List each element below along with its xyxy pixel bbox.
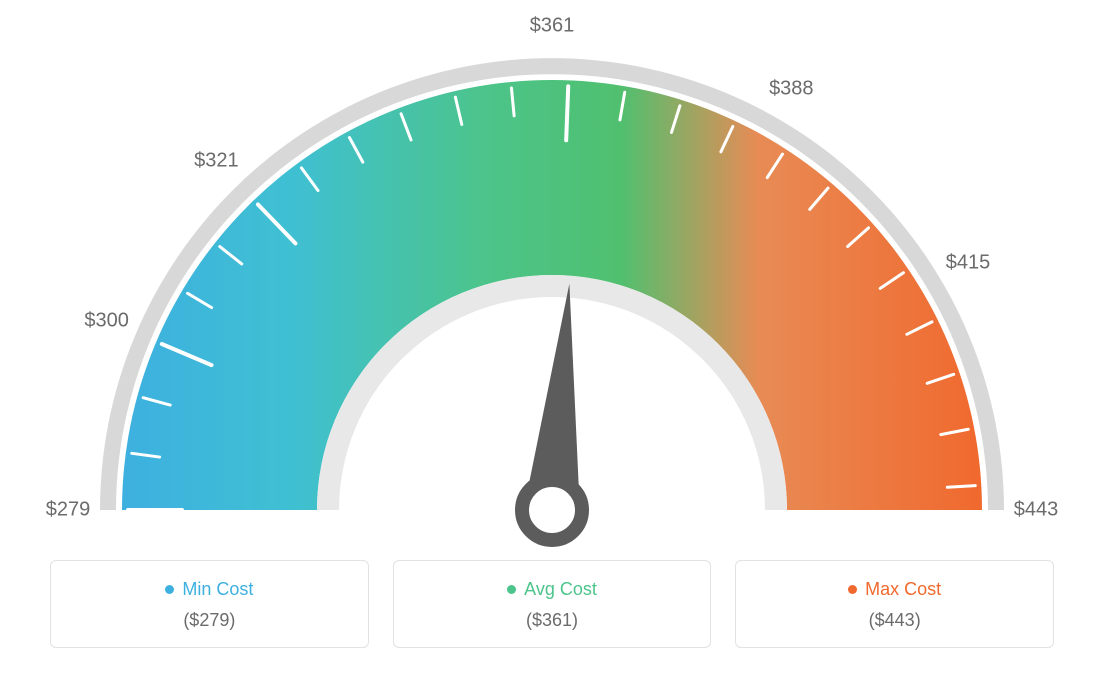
legend-value-max: ($443) bbox=[736, 610, 1053, 631]
legend-label-min: Min Cost bbox=[165, 579, 253, 600]
legend-label-text: Max Cost bbox=[865, 579, 941, 600]
legend-label-max: Max Cost bbox=[848, 579, 941, 600]
gauge-tick-label: $415 bbox=[946, 251, 991, 274]
legend-card-max: Max Cost ($443) bbox=[735, 560, 1054, 648]
gauge-tick-label: $279 bbox=[46, 499, 91, 522]
gauge-tick-label: $388 bbox=[769, 78, 814, 101]
legend-label-text: Min Cost bbox=[182, 579, 253, 600]
legend-label-text: Avg Cost bbox=[524, 579, 597, 600]
legend-row: Min Cost ($279) Avg Cost ($361) Max Cost… bbox=[0, 560, 1104, 648]
gauge-tick-label: $321 bbox=[194, 150, 239, 173]
legend-value-min: ($279) bbox=[51, 610, 368, 631]
legend-card-avg: Avg Cost ($361) bbox=[393, 560, 712, 648]
gauge-tick-label: $300 bbox=[84, 309, 129, 332]
dot-icon bbox=[165, 585, 174, 594]
legend-card-min: Min Cost ($279) bbox=[50, 560, 369, 648]
legend-label-avg: Avg Cost bbox=[507, 579, 597, 600]
gauge-tick-label: $361 bbox=[530, 15, 575, 38]
dot-icon bbox=[848, 585, 857, 594]
legend-value-avg: ($361) bbox=[394, 610, 711, 631]
gauge-chart: $279 $300 $321 $361 $388 $415 $443 bbox=[0, 0, 1104, 560]
gauge-tick-label: $443 bbox=[1014, 499, 1059, 522]
dot-icon bbox=[507, 585, 516, 594]
gauge-svg bbox=[0, 0, 1104, 560]
